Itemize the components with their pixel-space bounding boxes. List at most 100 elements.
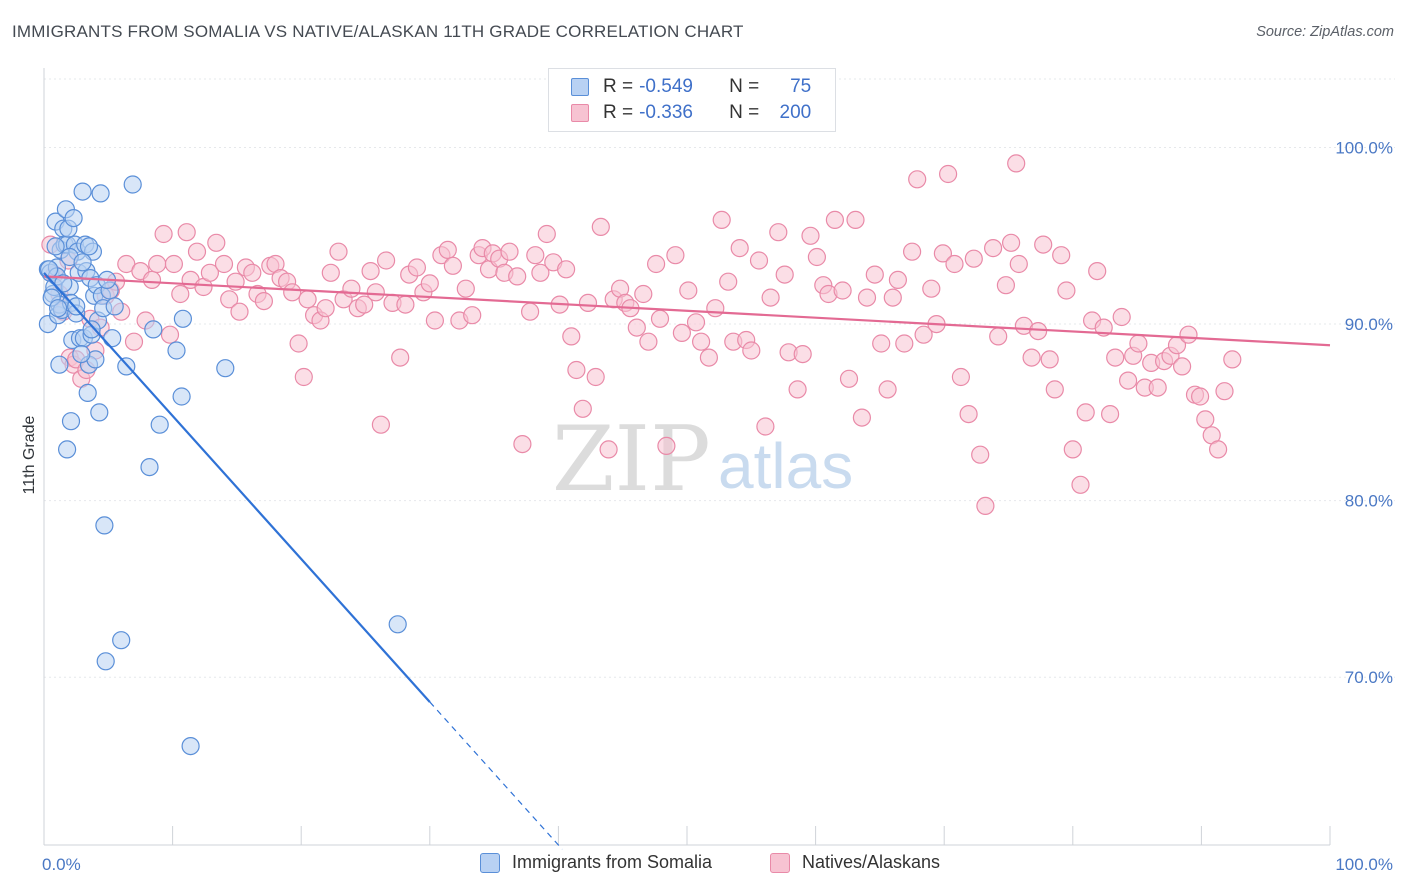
point-natives-alaskans	[1106, 348, 1125, 367]
point-somalia	[39, 260, 59, 279]
legend-n-label: N =	[729, 76, 760, 97]
point-somalia	[173, 309, 192, 328]
point-natives-alaskans	[672, 323, 692, 342]
point-natives-alaskans	[578, 293, 598, 312]
point-somalia	[181, 736, 200, 756]
point-somalia	[57, 440, 77, 459]
point-natives-alaskans	[699, 348, 719, 367]
point-natives-alaskans	[1208, 440, 1228, 459]
point-natives-alaskans	[1007, 154, 1026, 173]
watermark: ZIP atlas	[552, 407, 853, 512]
point-natives-alaskans	[537, 224, 556, 244]
point-natives-alaskans	[878, 380, 897, 399]
legend-swatch-natives	[571, 104, 589, 122]
point-somalia	[64, 209, 83, 228]
point-natives-alaskans	[1100, 405, 1120, 424]
point-natives-alaskans	[888, 270, 908, 289]
point-natives-alaskans	[801, 226, 820, 245]
legend-row-natives: R = -0.336 N = 200	[571, 101, 811, 125]
point-natives-alaskans	[164, 254, 183, 274]
point-natives-alaskans	[531, 263, 550, 282]
point-natives-alaskans	[1129, 334, 1148, 353]
point-somalia	[95, 516, 114, 535]
point-natives-alaskans	[1045, 380, 1064, 399]
point-somalia	[167, 341, 186, 360]
point-natives-alaskans	[207, 233, 226, 252]
point-somalia	[67, 297, 86, 316]
point-natives-alaskans	[686, 313, 706, 332]
point-natives-alaskans	[788, 380, 807, 399]
point-natives-alaskans	[1001, 233, 1021, 252]
point-natives-alaskans	[1223, 350, 1242, 369]
point-natives-alaskans	[989, 327, 1008, 346]
point-natives-alaskans	[775, 265, 794, 284]
point-natives-alaskans	[756, 417, 775, 436]
legend-swatch-somalia	[480, 852, 500, 873]
trend-lines	[43, 272, 1331, 850]
trend-line-natives	[43, 275, 1331, 347]
point-natives-alaskans	[391, 348, 410, 367]
point-natives-alaskans	[712, 210, 731, 229]
point-natives-alaskans	[1040, 350, 1059, 369]
watermark-atlas: atlas	[718, 430, 853, 502]
legend-r-value: -0.336	[639, 102, 693, 123]
legend-r-value: -0.549	[639, 76, 693, 97]
y-tick-label: 70.0%	[1345, 668, 1393, 687]
legend-r-label: R =	[603, 76, 634, 97]
point-natives-alaskans	[500, 242, 519, 261]
point-natives-alaskans	[883, 288, 902, 307]
point-somalia	[144, 320, 163, 339]
point-natives-alaskans	[1071, 475, 1090, 494]
point-natives-alaskans	[1179, 325, 1198, 344]
point-natives-alaskans	[793, 345, 812, 364]
point-somalia	[103, 329, 122, 348]
point-somalia	[82, 320, 101, 339]
trend-line-somalia	[43, 272, 431, 703]
point-natives-alaskans	[294, 367, 313, 387]
point-natives-alaskans	[666, 246, 685, 265]
source-label: Source: ZipAtlas.com	[1256, 24, 1394, 40]
point-natives-alaskans	[1063, 440, 1082, 459]
point-natives-alaskans	[1076, 403, 1095, 422]
point-natives-alaskans	[591, 217, 610, 236]
legend-item-somalia[interactable]: Immigrants from Somalia	[480, 852, 712, 873]
point-natives-alaskans	[945, 254, 964, 274]
legend-label-natives: Natives/Alaskans	[802, 852, 941, 872]
y-tick-label: 90.0%	[1345, 315, 1393, 334]
point-somalia	[216, 359, 235, 378]
point-natives-alaskans	[761, 288, 780, 307]
x-tick-label-min: 0.0%	[42, 855, 81, 874]
watermark-zip: ZIP	[552, 407, 711, 512]
point-somalia	[90, 403, 109, 422]
point-natives-alaskans	[200, 263, 219, 282]
point-natives-alaskans	[938, 164, 958, 184]
point-somalia	[123, 175, 142, 194]
y-tick-label: 100.0%	[1335, 138, 1393, 157]
point-natives-alaskans	[148, 254, 167, 274]
point-natives-alaskans	[171, 284, 190, 304]
point-natives-alaskans	[599, 440, 618, 459]
point-natives-alaskans	[872, 334, 891, 353]
point-natives-alaskans	[342, 279, 361, 298]
point-natives-alaskans	[366, 283, 385, 302]
legend-label-somalia: Immigrants from Somalia	[512, 852, 713, 872]
correlation-legend: R = -0.549 N = 75 R = -0.336 N = 200	[548, 68, 836, 132]
point-natives-alaskans	[922, 279, 941, 298]
point-natives-alaskans	[769, 223, 788, 242]
point-natives-alaskans	[142, 270, 162, 289]
point-natives-alaskans	[846, 210, 865, 229]
point-natives-alaskans	[933, 244, 953, 263]
point-natives-alaskans	[371, 415, 390, 434]
point-somalia	[72, 345, 91, 364]
point-natives-alaskans	[220, 290, 239, 309]
point-natives-alaskans	[646, 254, 666, 274]
point-natives-alaskans	[124, 332, 144, 351]
point-natives-alaskans	[420, 274, 439, 293]
point-natives-alaskans	[425, 311, 444, 330]
point-somalia	[91, 184, 110, 203]
legend-item-natives[interactable]: Natives/Alaskans	[770, 852, 940, 873]
y-tick-label: 80.0%	[1345, 492, 1393, 511]
point-natives-alaskans	[567, 360, 586, 380]
point-natives-alaskans	[895, 334, 914, 353]
point-somalia	[140, 458, 159, 477]
